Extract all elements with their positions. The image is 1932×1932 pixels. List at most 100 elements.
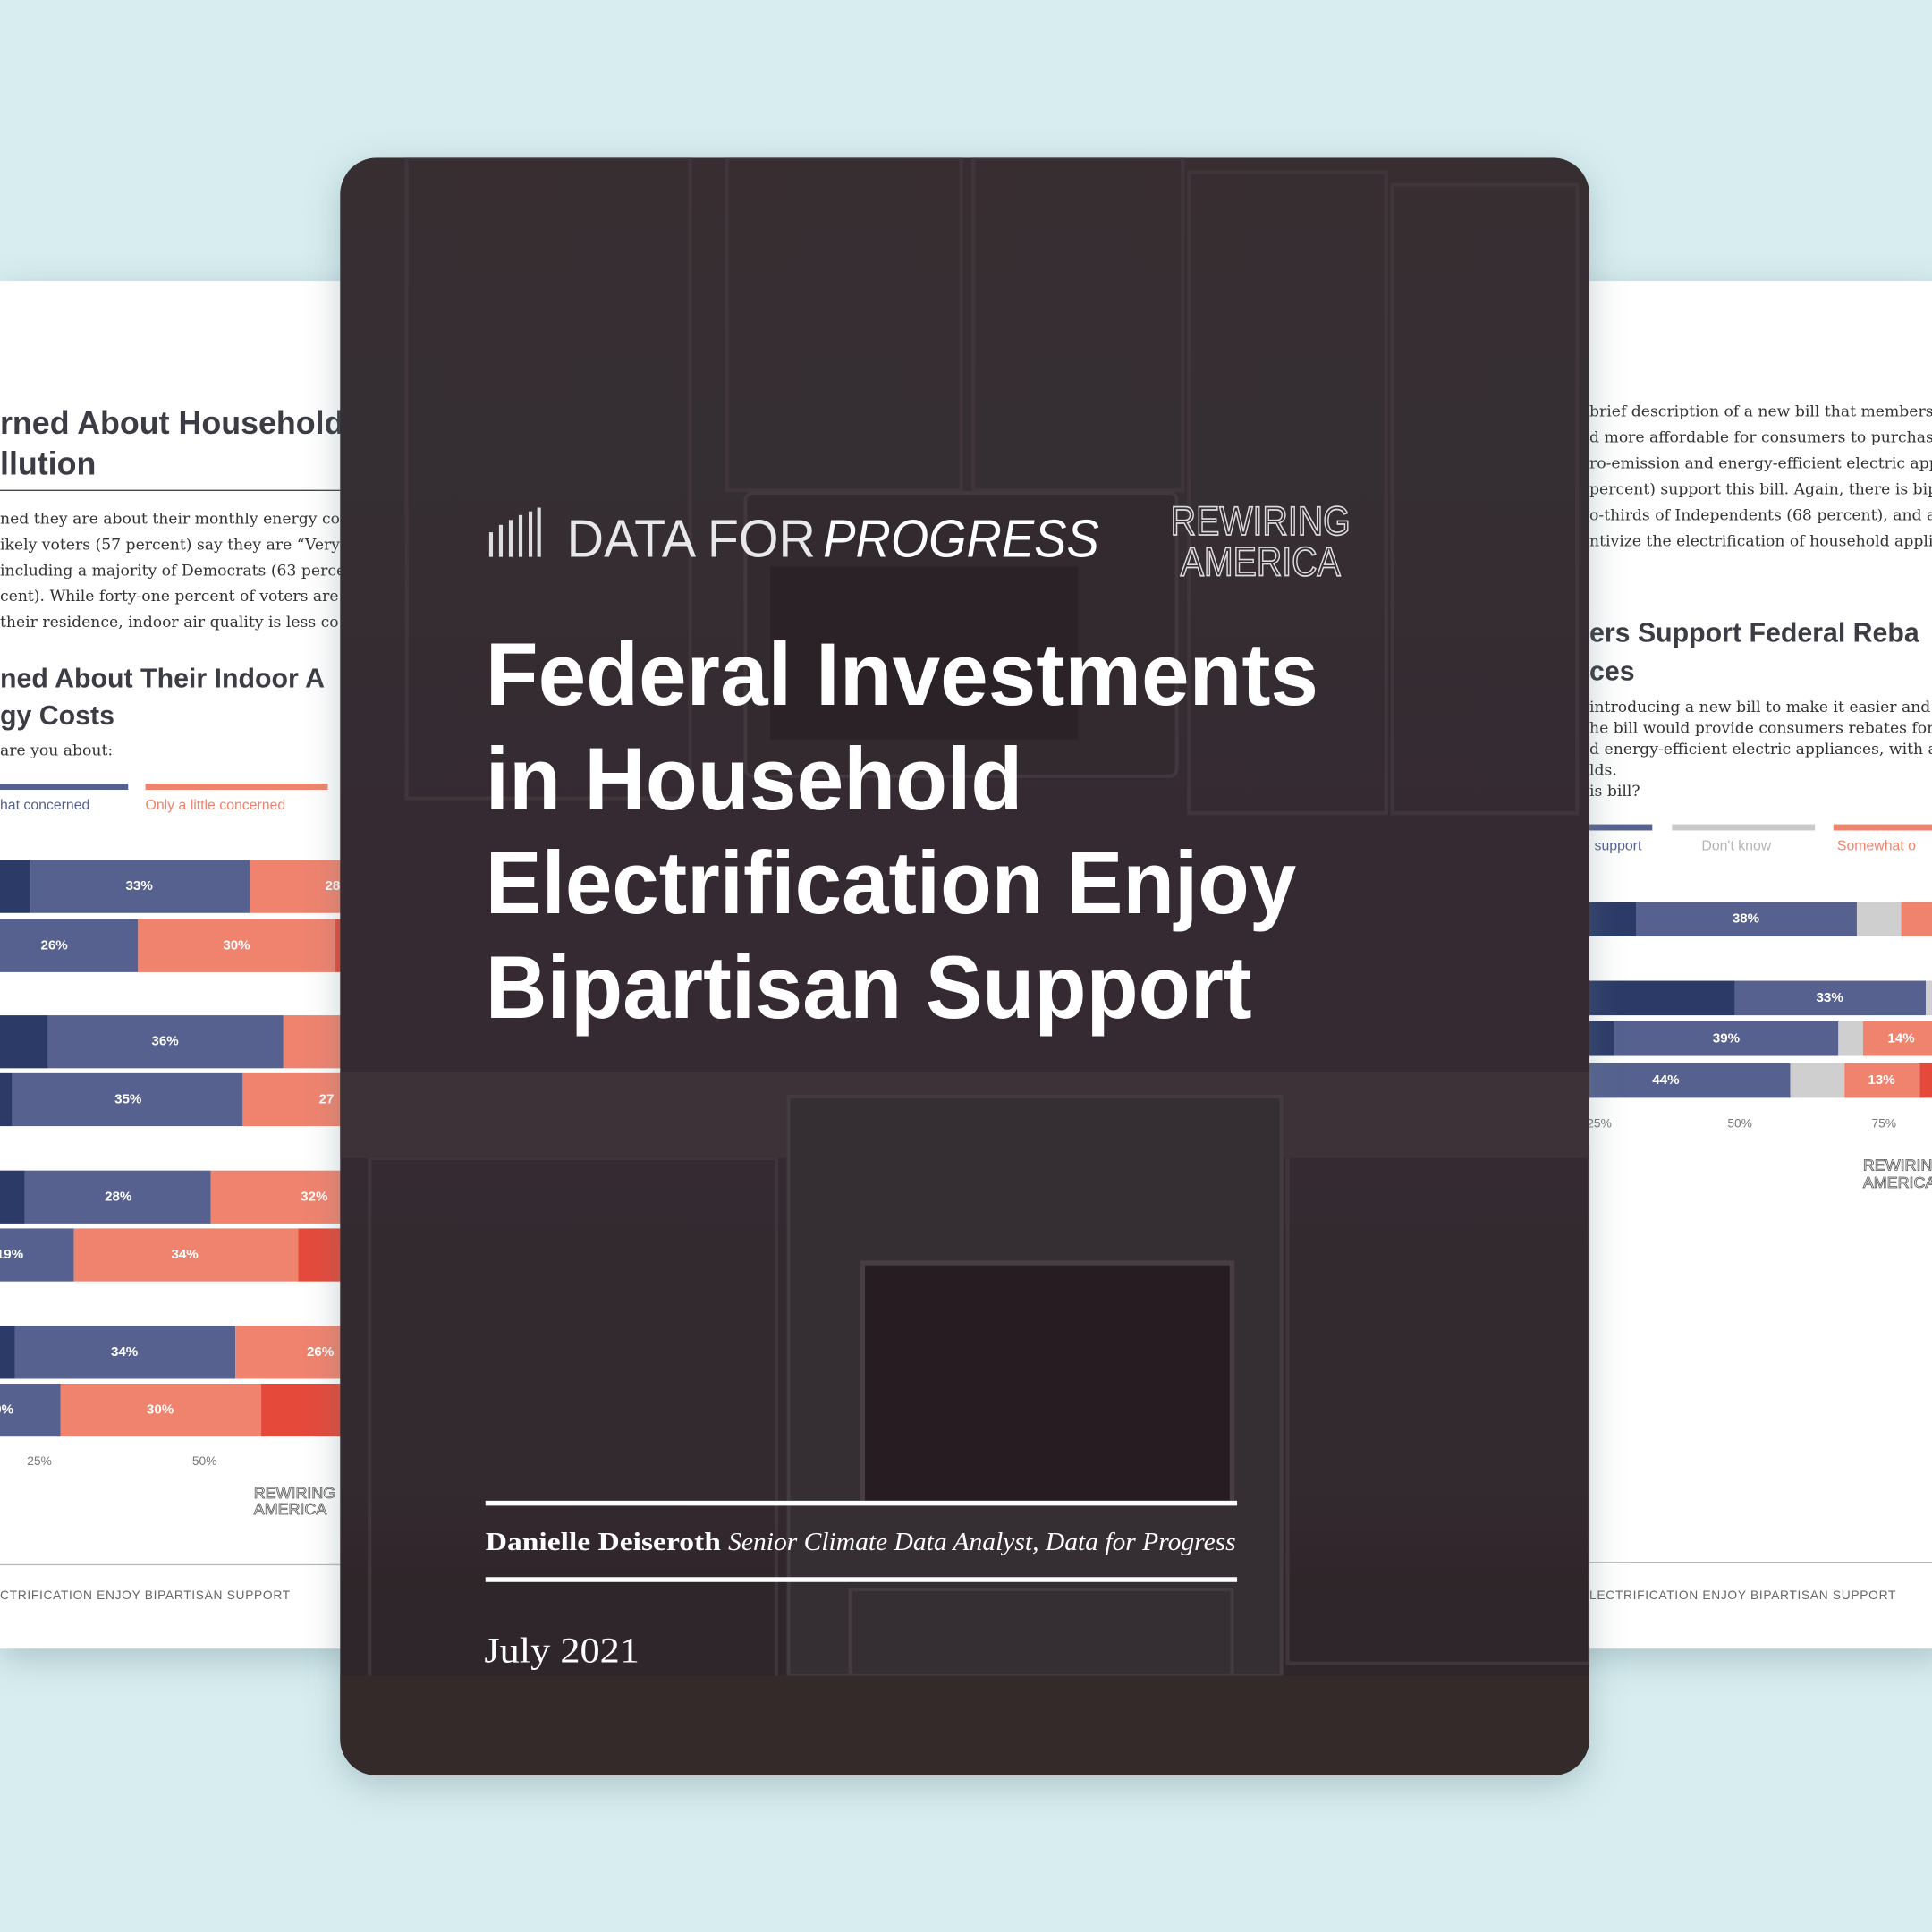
question-line: he bill would provide consumers rebates …: [1589, 720, 1932, 738]
footer: LECTRIFICATION ENJOY BIPARTISAN SUPPORT: [1589, 1589, 1896, 1602]
bar-segment: [1919, 1063, 1932, 1098]
legend-label: hat concerned: [0, 798, 89, 813]
bar-segment: [1862, 1021, 1932, 1056]
bar-segment: [0, 860, 30, 913]
logo-left: PROGRESS: [823, 509, 1099, 569]
bar-segment: [1790, 1063, 1845, 1098]
bar-segment: [1838, 1021, 1863, 1056]
paragraph-line: percent) support this bill. Again, there…: [1589, 480, 1932, 498]
logo: REWIRING: [1863, 1157, 1932, 1174]
dfp-icon-shape: [488, 532, 494, 557]
dfp-icon-shape: [508, 520, 513, 557]
bar-segment: [0, 1072, 13, 1127]
axis-label: 50%: [192, 1454, 217, 1468]
bar-segment: [0, 1015, 48, 1069]
bar-segment: [1856, 902, 1902, 936]
bar-label: 13%: [1868, 1072, 1895, 1088]
logo-right: REWIRING: [1171, 498, 1351, 544]
bar-segment: [1901, 902, 1932, 936]
bar-segment: [1844, 1063, 1920, 1098]
axis-label: 50%: [1727, 1116, 1752, 1130]
bar-segment: [0, 1326, 15, 1379]
right-page-shape: [1672, 824, 1816, 831]
logo: AMERICA: [1863, 1174, 1932, 1191]
chart-title: ned About Their Indoor A: [0, 665, 325, 694]
bar-label: 0%: [0, 1402, 14, 1418]
bar-label: 26%: [307, 1344, 335, 1360]
bar-label: 34%: [171, 1247, 199, 1262]
bar-segment: [0, 1383, 61, 1437]
paragraph-line: ntivize the electrification of household…: [1589, 532, 1932, 550]
question-line: is bill?: [1589, 783, 1640, 801]
bar-segment: 38% 33% 39% 14% 44% 13%: [1552, 902, 1932, 1098]
bar-label: 34%: [111, 1344, 139, 1360]
bar-label: 33%: [126, 878, 154, 894]
cover: DATA FOR PROGRESS REWIRING AMERICA Feder…: [340, 157, 1590, 1776]
bar-label: 30%: [223, 937, 250, 953]
cover-shape: [485, 1577, 1238, 1582]
dfp-icon: [488, 507, 541, 557]
bar-segment: [1614, 1021, 1839, 1056]
bar-segment: [0, 1170, 25, 1224]
footer: CTRIFICATION ENJOY BIPARTISAN SUPPORT: [0, 1589, 291, 1602]
cover-photo-shape: [340, 157, 1590, 1776]
bar-segment: [73, 1228, 299, 1282]
date: July 2021: [484, 1630, 640, 1670]
bar-segment: [12, 1072, 243, 1127]
paragraph-line: cent). While forty-one percent of voters…: [0, 588, 352, 606]
right-page-shape: [1833, 824, 1932, 831]
author-name: Danielle Deiseroth: [486, 1528, 721, 1556]
bar-segment: [1734, 980, 1927, 1016]
paragraph-line: ro-emission and energy-efficient electri…: [1589, 454, 1932, 472]
axis-label: 25%: [1587, 1116, 1612, 1130]
dfp-icon-shape: [537, 507, 541, 557]
left-page-shape: [145, 784, 328, 791]
legend-label: Somewhat o: [1837, 839, 1916, 854]
right-page: brief description of a new bill that mem…: [1552, 281, 1932, 1649]
bar-segment: [0, 1228, 74, 1282]
title-line: in Household: [486, 730, 1023, 829]
question-line: lds.: [1589, 761, 1617, 779]
cover-shape: [485, 1500, 1238, 1506]
bar-segment: [60, 1383, 262, 1437]
legend-label: Only a little concerned: [146, 798, 286, 813]
paragraph-line: including a majority of Democrats (63 pe…: [0, 562, 345, 580]
bar-label: 27: [319, 1091, 335, 1106]
legend-label: support: [1595, 839, 1642, 854]
question: are you about:: [0, 741, 113, 759]
bar-segment: [1636, 902, 1857, 936]
bar-label: 38%: [1733, 911, 1760, 927]
paragraph-line: their residence, indoor air quality is l…: [0, 614, 339, 631]
paragraph-line: ikely voters (57 percent) say they are “…: [0, 536, 348, 554]
logo-left: DATA FOR: [567, 509, 816, 569]
heading: llution: [0, 445, 96, 481]
paragraph-line: d more affordable for consumers to purch…: [1589, 429, 1932, 447]
bar-label: 14%: [1887, 1030, 1915, 1046]
paragraph-line: ned they are about their monthly energy …: [0, 510, 348, 528]
bar-label: 28: [326, 878, 341, 894]
legend-label: Don't know: [1701, 839, 1771, 854]
dfp-icon-shape: [518, 514, 523, 557]
title-line: Electrification Enjoy: [486, 834, 1296, 933]
right-page-shape: [1552, 281, 1932, 1649]
axis-label: 25%: [27, 1454, 52, 1468]
author-role: Senior Climate Data Analyst, Data for Pr…: [728, 1528, 1236, 1556]
bar-segment: [47, 1015, 284, 1069]
axis-label: 75%: [1871, 1116, 1896, 1130]
bar-segment: [24, 1170, 211, 1224]
chart-title: gy Costs: [0, 701, 114, 731]
logo: AMERICA: [254, 1500, 327, 1518]
bar-label: 32%: [301, 1189, 328, 1204]
logo-right: AMERICA: [1181, 538, 1342, 584]
paragraph-line: o-thirds of Independents (68 percent), a…: [1589, 506, 1932, 524]
bar-label: 44%: [1652, 1072, 1680, 1088]
bar-label: 26%: [40, 937, 68, 953]
logo: REWIRING: [254, 1484, 335, 1502]
title-line: Federal Investments: [486, 625, 1318, 724]
left-page: rned About Household llution ned they ar…: [0, 281, 370, 1649]
bar-label: 19%: [0, 1247, 24, 1262]
bar-segment: [14, 1326, 236, 1379]
bar-segment: [0, 919, 139, 972]
